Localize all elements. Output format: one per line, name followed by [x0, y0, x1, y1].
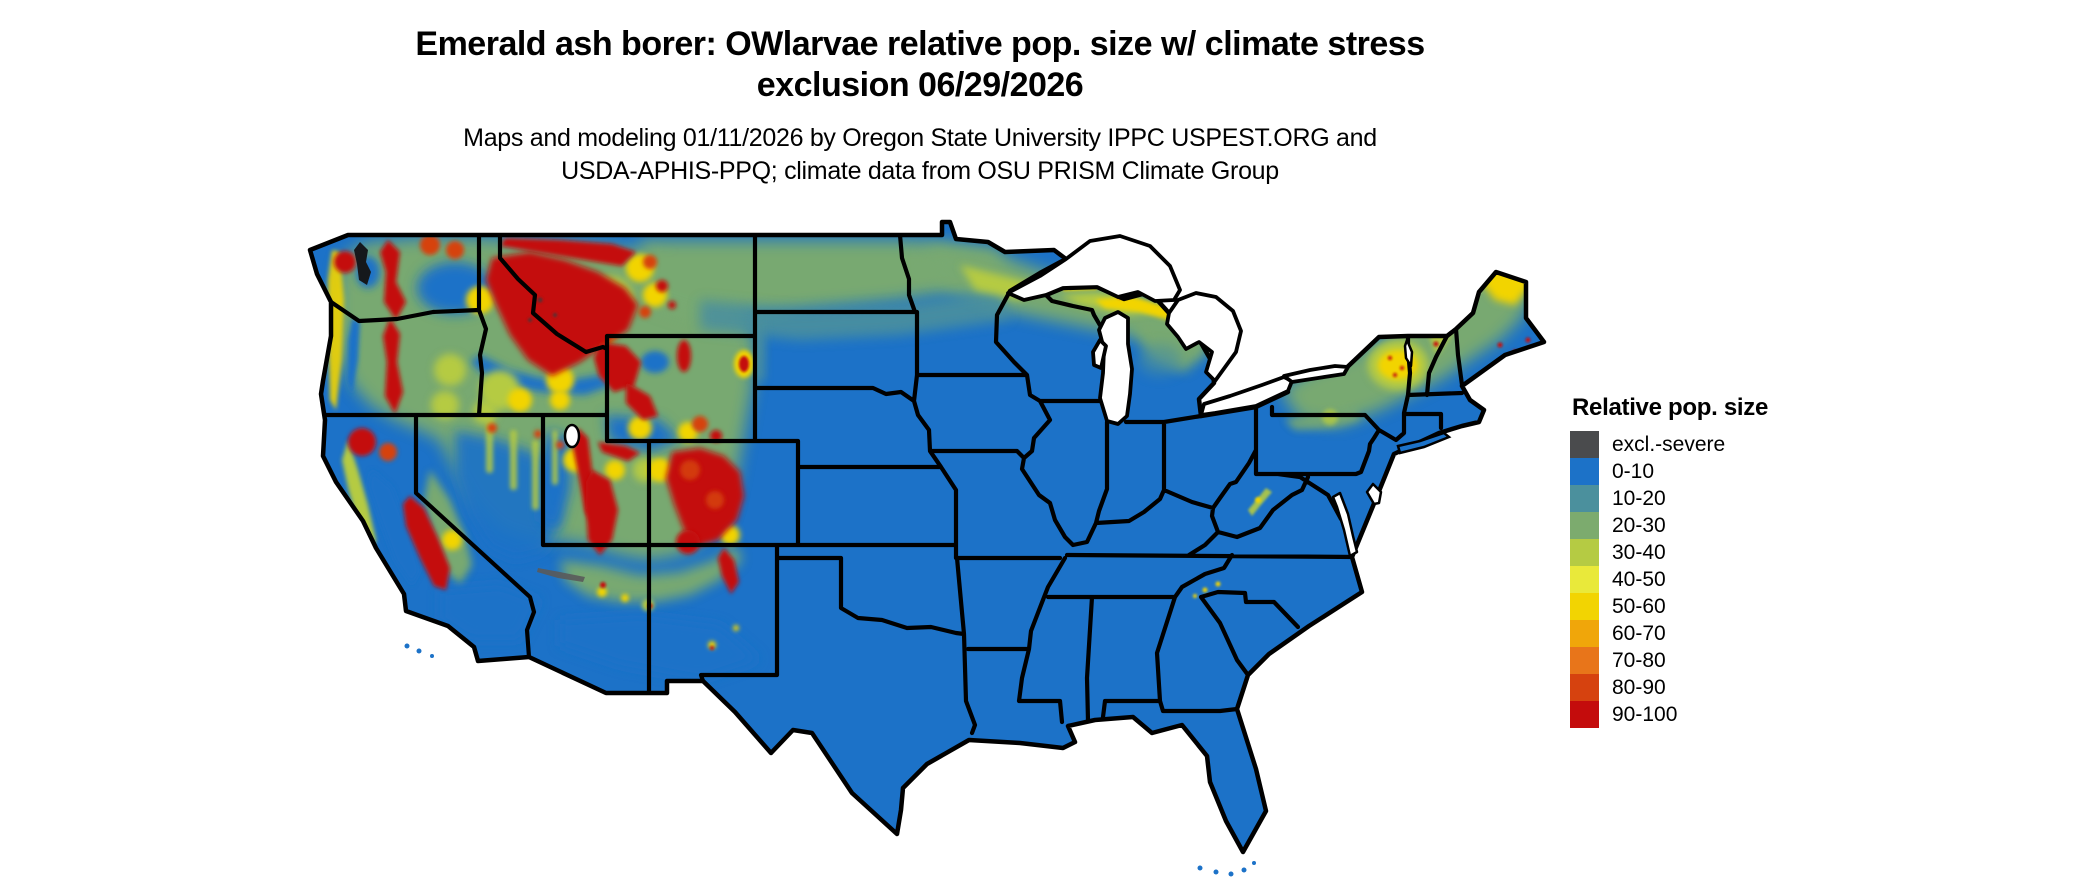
map-title-line2: exclusion 06/29/2026 — [756, 66, 1084, 104]
legend-label: 30-40 — [1612, 540, 1666, 564]
legend-label: 60-70 — [1612, 621, 1666, 645]
legend-swatch — [1570, 485, 1599, 512]
chesapeake-bay — [1331, 491, 1359, 558]
legend-swatch — [1570, 512, 1599, 539]
map-title: Emerald ash borer: OWlarvae relative pop… — [0, 24, 1840, 106]
legend-swatch — [1570, 701, 1599, 728]
lake-superior — [1006, 234, 1182, 303]
great-salt-lake — [563, 423, 581, 449]
legend-item: 50-60 — [1570, 593, 1768, 620]
legend-swatch — [1570, 620, 1599, 647]
legend-title: Relative pop. size — [1572, 394, 1768, 421]
lake-michigan — [1097, 310, 1134, 426]
legend-item: 70-80 — [1570, 647, 1768, 674]
legend-swatch — [1570, 566, 1599, 593]
legend-item: 0-10 — [1570, 458, 1768, 485]
legend-item: 90-100 — [1570, 701, 1768, 728]
legend-swatch — [1570, 458, 1599, 485]
legend-swatch — [1570, 539, 1599, 566]
islands — [404, 431, 1452, 877]
legend-item: excl.-severe — [1570, 431, 1768, 458]
legend-label: 20-30 — [1612, 513, 1666, 537]
lake-ontario — [1282, 364, 1350, 384]
legend-label: 0-10 — [1612, 459, 1655, 483]
state-borders — [321, 232, 1465, 736]
legend-swatch — [1570, 647, 1599, 674]
map-subtitle: Maps and modeling 01/11/2026 by Oregon S… — [0, 122, 1840, 188]
lake-huron — [1165, 291, 1243, 383]
long-island — [1396, 431, 1452, 455]
lake-champlain — [1403, 338, 1414, 368]
legend-label: 10-20 — [1612, 486, 1666, 510]
legend-item: 40-50 — [1570, 566, 1768, 593]
legend-label: excl.-severe — [1612, 432, 1726, 456]
legend-rows: excl.-severe 0-10 10-20 20-30 30-40 40-50 50-6… — [1570, 431, 1768, 728]
legend-label: 70-80 — [1612, 648, 1666, 672]
legend-label: 80-90 — [1612, 675, 1666, 699]
legend-label: 90-100 — [1612, 702, 1678, 726]
map-title-line1: Emerald ash borer: OWlarvae relative pop… — [415, 25, 1425, 63]
legend-swatch — [1570, 431, 1599, 458]
legend: Relative pop. size excl.-severe 0-10 10-20… — [1570, 394, 1768, 728]
legend-item: 60-70 — [1570, 620, 1768, 647]
excluded-gray-sliver — [537, 568, 585, 582]
legend-item: 20-30 — [1570, 512, 1768, 539]
legend-item: 80-90 — [1570, 674, 1768, 701]
map-subtitle-line1: Maps and modeling 01/11/2026 by Oregon S… — [463, 124, 1377, 152]
legend-item: 10-20 — [1570, 485, 1768, 512]
legend-swatch — [1570, 593, 1599, 620]
legend-label: 50-60 — [1612, 594, 1666, 618]
great-lakes — [563, 234, 1414, 558]
puget-sound — [354, 242, 371, 285]
legend-label: 40-50 — [1612, 567, 1666, 591]
green-bay — [1091, 338, 1108, 370]
delaware-bay — [1365, 482, 1383, 506]
legend-item: 30-40 — [1570, 539, 1768, 566]
legend-swatch — [1570, 674, 1599, 701]
map-subtitle-line2: USDA-APHIS-PPQ; climate data from OSU PR… — [561, 157, 1279, 185]
